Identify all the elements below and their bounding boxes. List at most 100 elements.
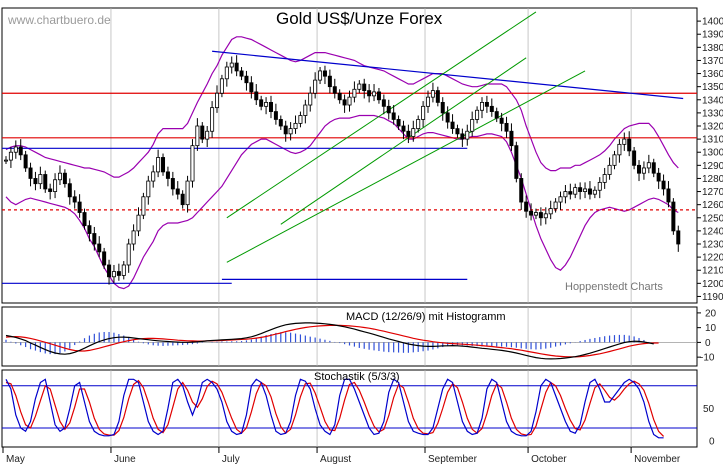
y-tick-label: 1260 <box>702 200 723 211</box>
macd-y-tick-label: -10 <box>700 353 715 364</box>
candle-body <box>416 119 421 130</box>
candle-body <box>426 96 431 107</box>
candle-body <box>259 99 264 107</box>
candle-body <box>219 78 224 94</box>
x-tick-label: November <box>634 454 681 465</box>
candle-body <box>538 212 543 219</box>
candle-body <box>386 105 391 114</box>
candle-body <box>67 183 72 198</box>
stochastic-y-tick-label: 50 <box>703 404 715 415</box>
candle-body <box>151 171 156 182</box>
macd-line <box>5 322 654 360</box>
candle-body <box>268 102 273 112</box>
candle-body <box>102 251 107 266</box>
candle-body <box>254 91 259 101</box>
candle-body <box>131 230 136 245</box>
candle-body <box>563 191 568 198</box>
candle-body <box>342 99 347 106</box>
candle-body <box>381 99 386 107</box>
candle-body <box>313 79 318 94</box>
candle-body <box>210 107 215 132</box>
candle-body <box>617 143 622 156</box>
x-tick-label: September <box>428 454 478 465</box>
candle-body <box>622 138 627 145</box>
bollinger-lower-band <box>5 114 679 290</box>
candle-body <box>587 188 592 195</box>
candle-body <box>107 264 112 278</box>
candle-body <box>372 91 377 97</box>
candle-body <box>229 62 234 68</box>
candle-body <box>190 145 195 182</box>
candle-body <box>264 102 269 107</box>
trend-channel-green <box>226 11 537 219</box>
trend-channel-green <box>226 70 586 263</box>
candle-body <box>489 105 494 112</box>
candle-body <box>602 174 607 183</box>
x-tick-label: October <box>531 454 567 465</box>
x-tick-label: May <box>6 454 25 465</box>
candle-body <box>322 70 327 77</box>
y-tick-label: 1390 <box>702 30 723 41</box>
candle-body <box>671 201 676 232</box>
candle-body <box>573 187 578 195</box>
candle-body <box>504 122 509 132</box>
candle-body <box>470 119 475 132</box>
y-tick-label: 1340 <box>702 95 723 106</box>
y-tick-label: 1190 <box>702 292 723 303</box>
candle-body <box>136 214 141 232</box>
candle-body <box>87 225 92 234</box>
candle-body <box>509 130 514 147</box>
candle-body <box>92 233 97 245</box>
candle-body <box>597 181 602 191</box>
y-tick-label: 1200 <box>702 279 723 290</box>
candle-body <box>533 212 538 216</box>
x-tick-label: July <box>222 454 240 465</box>
candle-body <box>558 196 563 203</box>
candle-body <box>367 90 372 97</box>
candle-body <box>205 130 210 140</box>
macd-y-tick-label: 0 <box>705 338 711 349</box>
downtrend-line-blue <box>212 50 684 100</box>
y-tick-label: 1400 <box>702 17 723 28</box>
candle-body <box>170 178 175 190</box>
candle-body <box>53 179 58 192</box>
candle-body <box>33 178 38 185</box>
candle-body <box>651 162 656 174</box>
candle-body <box>529 210 534 216</box>
candle-body <box>185 180 190 206</box>
candle-body <box>288 128 293 135</box>
y-tick-label: 1280 <box>702 174 723 185</box>
candle-body <box>450 121 455 130</box>
candle-body <box>406 130 411 137</box>
credit-label: Hoppenstedt Charts <box>565 281 663 293</box>
candle-body <box>411 128 416 137</box>
candle-body <box>239 70 244 77</box>
candle-body <box>234 62 239 72</box>
candle-body <box>391 112 396 120</box>
candle-body <box>298 115 303 124</box>
macd-y-tick-label: 10 <box>705 323 717 334</box>
candle-body <box>116 271 121 276</box>
stochastic-title: Stochastik (5/3/3) <box>314 371 400 383</box>
candle-body <box>484 102 489 107</box>
y-tick-label: 1240 <box>702 226 723 237</box>
candle-body <box>195 125 200 147</box>
candle-body <box>568 191 573 195</box>
y-tick-label: 1290 <box>702 161 723 172</box>
candle-body <box>460 133 465 140</box>
candle-body <box>352 88 357 98</box>
y-tick-label: 1320 <box>702 122 723 133</box>
candle-body <box>396 119 401 127</box>
candle-body <box>475 109 480 120</box>
candle-body <box>126 243 131 266</box>
y-tick-label: 1360 <box>702 69 723 80</box>
chart-title: Gold US$/Unze Forex <box>276 9 443 28</box>
candle-body <box>553 201 558 210</box>
candle-body <box>244 75 249 84</box>
y-tick-label: 1310 <box>702 135 723 146</box>
candle-body <box>141 196 146 216</box>
candle-body <box>156 157 161 173</box>
candle-body <box>57 172 62 181</box>
candle-body <box>13 146 18 153</box>
